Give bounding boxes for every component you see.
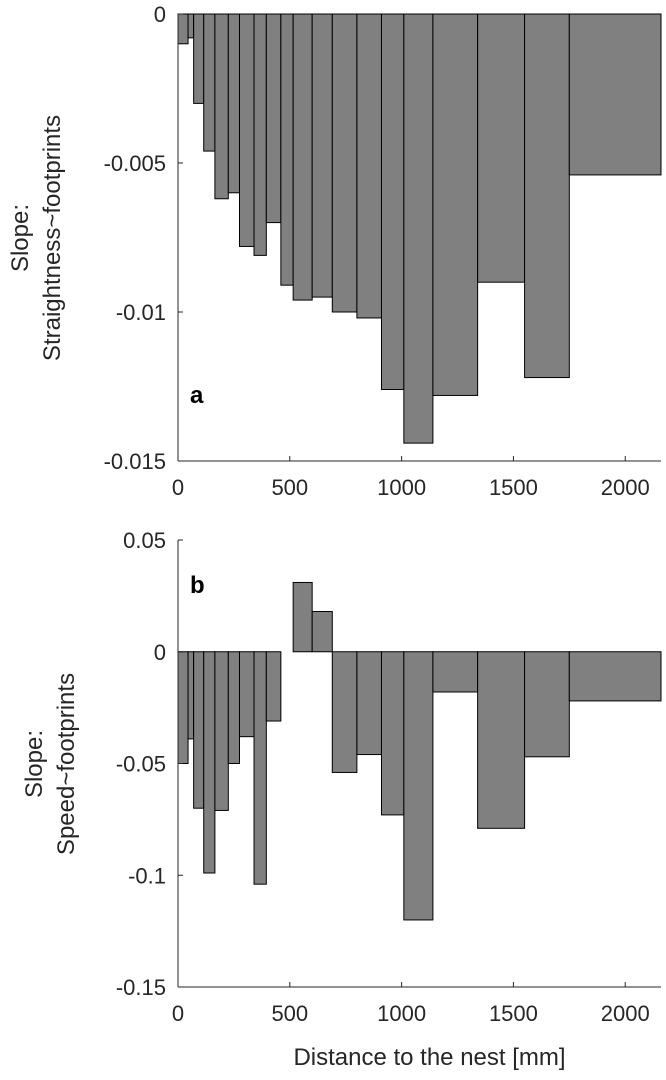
bar-a-18 — [524, 13, 570, 379]
bar-a-13 — [356, 13, 382, 319]
bar-a-8 — [265, 13, 282, 224]
bar-a-2 — [193, 13, 205, 104]
bar-b-4 — [214, 651, 229, 811]
bar-b-0 — [177, 651, 189, 764]
bar-a-14 — [380, 13, 405, 390]
y-tick-label-b-1: 0 — [154, 640, 166, 665]
bar-b-13 — [356, 651, 382, 756]
y-tick-label-b-3: -0.1 — [128, 863, 166, 888]
bar-a-9 — [280, 13, 294, 286]
y-tick-label-a-0: 0 — [154, 2, 166, 27]
x-tick-label-a-3: 1500 — [489, 475, 538, 500]
panel-letter-a: a — [190, 382, 204, 409]
x-tick-label-a-0: 0 — [172, 475, 184, 500]
x-axis-label-b: Distance to the nest [mm] — [293, 1044, 565, 1071]
bar-a-10 — [292, 13, 313, 301]
bar-b-7 — [253, 651, 267, 885]
x-tick-label-b-2: 1000 — [377, 1001, 426, 1026]
bar-b-18 — [524, 651, 570, 758]
bar-b-12 — [331, 651, 358, 773]
panel-letter-b: b — [190, 572, 205, 599]
x-tick-label-a-4: 2000 — [601, 475, 650, 500]
bar-b-5 — [227, 651, 240, 764]
y-tick-label-b-2: -0.05 — [116, 752, 166, 777]
x-tick-label-a-1: 500 — [271, 475, 308, 500]
x-tick-label-a-2: 1000 — [377, 475, 426, 500]
bar-b-19 — [568, 651, 662, 702]
bar-a-6 — [238, 13, 255, 247]
bar-a-19 — [568, 13, 662, 176]
bar-b-16 — [432, 651, 479, 693]
bar-b-15 — [403, 651, 434, 921]
y-tick-label-a-3: -0.015 — [104, 449, 166, 474]
bar-a-7 — [253, 13, 267, 256]
bar-a-17 — [477, 13, 526, 283]
x-tick-label-b-4: 2000 — [601, 1001, 650, 1026]
y-tick-label-b-4: -0.15 — [116, 975, 166, 1000]
bar-b-17 — [477, 651, 526, 829]
panel-b: 0.050-0.05-0.1-0.150 500 1000 1500 2000Slope… — [21, 528, 662, 1071]
bar-b-3 — [203, 651, 216, 874]
bar-a-15 — [403, 13, 434, 444]
bar-a-1 — [187, 13, 195, 39]
x-tick-label-b-3: 1500 — [489, 1001, 538, 1026]
bar-a-16 — [432, 13, 479, 396]
bar-a-0 — [177, 13, 189, 45]
y-tick-label-b-0: 0.05 — [123, 528, 166, 553]
bar-b-6 — [238, 651, 255, 738]
x-tick-label-b-0: 0 — [172, 1001, 184, 1026]
y-axis-label-b-0: Slope: — [21, 730, 48, 798]
y-tick-label-a-2: -0.01 — [116, 300, 166, 325]
bar-b-1 — [187, 651, 195, 740]
bar-a-4 — [214, 13, 229, 200]
bar-b-14 — [380, 651, 405, 816]
y-axis-label-a-1: Straightness~footprints — [39, 115, 66, 361]
x-tick-label-b-1: 500 — [271, 1001, 308, 1026]
bar-b-10 — [292, 581, 313, 653]
y-axis-label-a-0: Slope: — [7, 204, 34, 272]
bar-a-11 — [311, 13, 333, 298]
bar-b-11 — [311, 611, 333, 653]
bar-b-8 — [265, 651, 282, 722]
y-axis-label-b-1: Speed~footprints — [53, 673, 80, 855]
y-tick-label-a-1: -0.005 — [104, 151, 166, 176]
bar-a-12 — [331, 13, 358, 313]
bar-a-3 — [203, 13, 216, 152]
bar-b-2 — [193, 651, 205, 809]
bar-a-5 — [227, 13, 240, 194]
